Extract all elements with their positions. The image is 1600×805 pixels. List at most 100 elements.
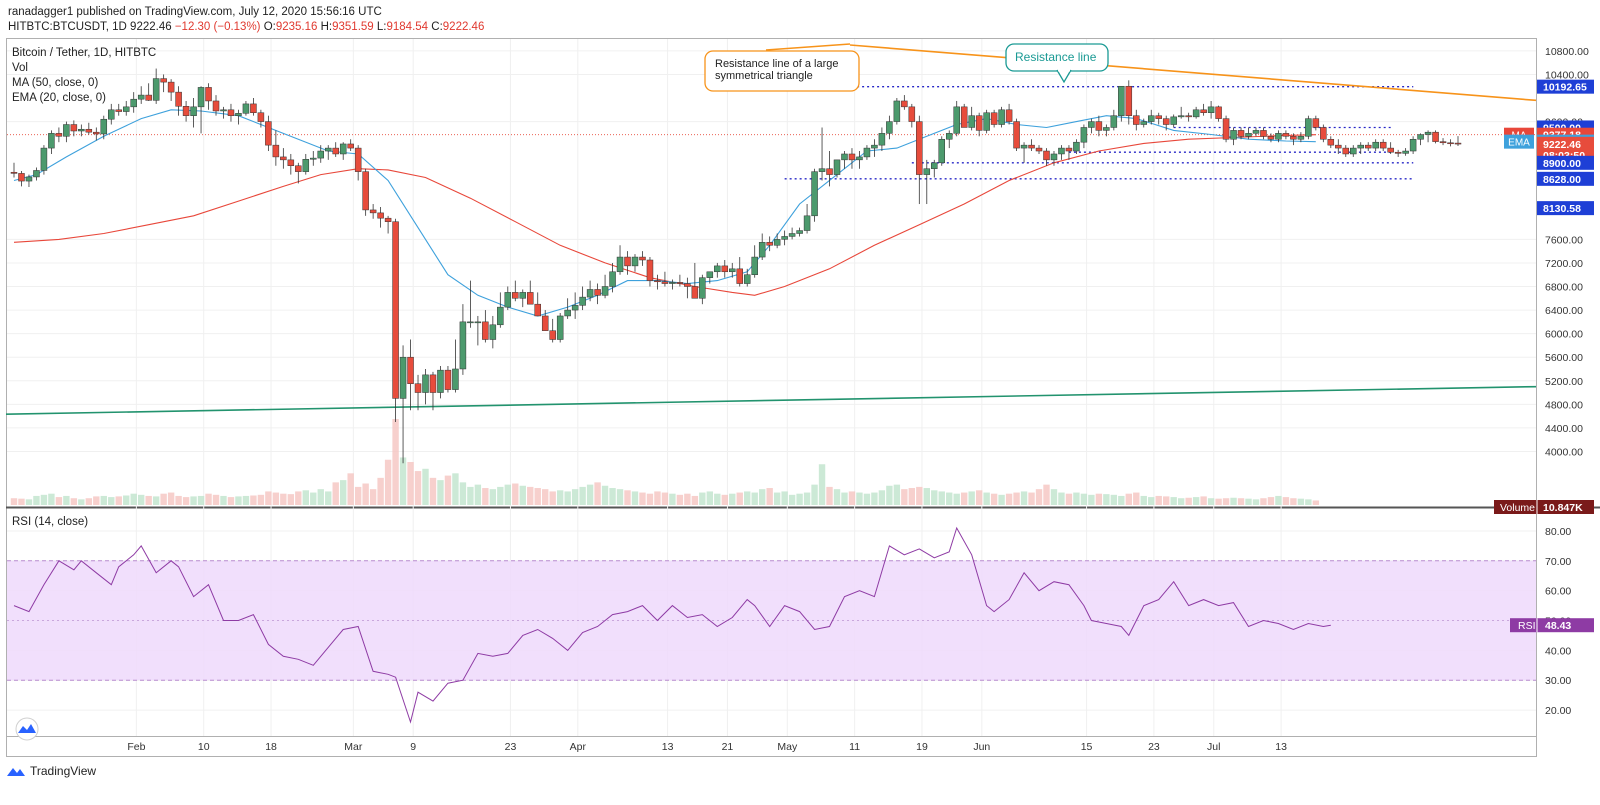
volume-bar xyxy=(1050,489,1058,505)
rsi-tick-label: 70.00 xyxy=(1545,556,1571,568)
volume-bar xyxy=(1215,498,1222,505)
candle-body xyxy=(1207,106,1215,113)
volume-bar xyxy=(624,490,631,505)
volume-bar xyxy=(983,492,990,505)
triangle-note-line1: Resistance line of a large xyxy=(715,58,839,70)
candle-body xyxy=(586,289,594,298)
legend-title: Bitcoin / Tether, 1D, HITBTC xyxy=(12,47,156,59)
volume-bar xyxy=(1013,492,1020,505)
candle-body xyxy=(40,147,48,171)
candle-body xyxy=(63,124,70,137)
volume-bar xyxy=(452,473,459,505)
volume-bar xyxy=(803,492,811,505)
volume-bar xyxy=(931,490,938,505)
candle-body xyxy=(616,256,624,273)
volume-bar xyxy=(1170,497,1177,505)
candle-body xyxy=(122,106,130,112)
candle-body xyxy=(70,124,78,132)
rsi-badge xyxy=(1510,618,1594,633)
time-tick-label: 13 xyxy=(1275,741,1287,753)
candle-body xyxy=(1305,118,1312,137)
candle-body xyxy=(1252,130,1260,134)
candle-body xyxy=(938,138,946,164)
volume-bar xyxy=(631,491,639,505)
candle-body xyxy=(609,271,616,287)
candle-body xyxy=(811,171,818,217)
footer: TradingView xyxy=(6,764,96,778)
candle-body xyxy=(1387,147,1394,153)
candle-body xyxy=(497,306,504,326)
volume-bar xyxy=(1148,497,1155,505)
candle-body xyxy=(654,280,661,283)
volume-bar xyxy=(938,491,945,505)
candle-body xyxy=(1065,147,1073,152)
price-tick-label: 6800.00 xyxy=(1545,282,1583,294)
volume-bar xyxy=(601,485,609,505)
candle-body xyxy=(579,296,586,306)
volume-bar xyxy=(744,491,751,505)
open-label: O: xyxy=(263,21,276,33)
volume-bar xyxy=(115,496,122,505)
candle-body xyxy=(310,157,317,160)
price-tick-label: 4800.00 xyxy=(1545,399,1583,411)
candle-body xyxy=(1237,130,1245,137)
volume-bar xyxy=(93,496,100,505)
candle-body xyxy=(1402,150,1409,154)
candle-body xyxy=(137,94,145,100)
time-tick-label: 11 xyxy=(849,741,860,753)
volume-bar xyxy=(55,497,63,505)
volume-bar xyxy=(579,486,586,505)
last-price: 9222.46 xyxy=(130,21,172,33)
candle-body xyxy=(886,121,893,134)
price-badge-text: 8130.58 xyxy=(1543,203,1581,215)
candle-body xyxy=(1424,131,1432,135)
candle-body xyxy=(437,369,444,393)
candle-body xyxy=(444,369,452,390)
candle-body xyxy=(714,265,721,273)
candle-body xyxy=(212,100,220,112)
time-tick-label: Mar xyxy=(344,741,363,753)
candle-body xyxy=(1170,116,1177,125)
volume-bar xyxy=(362,483,369,505)
candle-body xyxy=(1080,127,1088,143)
candle-body xyxy=(564,309,571,317)
time-tick-label: 19 xyxy=(916,741,928,753)
time-tick-label: 15 xyxy=(1081,741,1093,753)
candle-body xyxy=(721,265,729,273)
volume-bar xyxy=(556,490,564,505)
candle-body xyxy=(945,133,953,140)
rsi-logo-icon[interactable] xyxy=(15,717,39,741)
candle-body xyxy=(661,281,669,284)
candle-body xyxy=(758,242,766,258)
candle-body xyxy=(190,106,197,116)
candle-body xyxy=(646,259,654,281)
candle-body xyxy=(175,91,182,107)
volume-bar xyxy=(758,489,766,505)
candle-body xyxy=(1245,133,1252,137)
volume-bar xyxy=(377,477,384,505)
legend-ma: MA (50, close, 0) xyxy=(12,77,98,89)
candle-body xyxy=(1260,130,1267,137)
volume-bar xyxy=(916,486,923,505)
volume-bar xyxy=(40,494,48,505)
candle-body xyxy=(916,121,923,175)
volume-bar xyxy=(646,493,654,505)
volume-bar xyxy=(272,492,280,505)
volume-bar xyxy=(968,491,975,505)
volume-bar xyxy=(871,492,878,505)
volume-bar xyxy=(1133,492,1140,505)
volume-bar xyxy=(85,498,93,505)
candle-body xyxy=(1110,115,1118,128)
volume-badge-value: 10.847K xyxy=(1543,502,1583,514)
rsi-tick-label: 60.00 xyxy=(1545,586,1571,598)
candle-body xyxy=(324,147,332,152)
ma50-line xyxy=(13,134,1316,296)
candle-body xyxy=(235,113,242,116)
volume-bar xyxy=(137,494,145,505)
candle-body xyxy=(1118,85,1125,116)
candle-body xyxy=(534,303,541,317)
volume-bar xyxy=(384,459,392,505)
candle-body xyxy=(78,128,85,132)
